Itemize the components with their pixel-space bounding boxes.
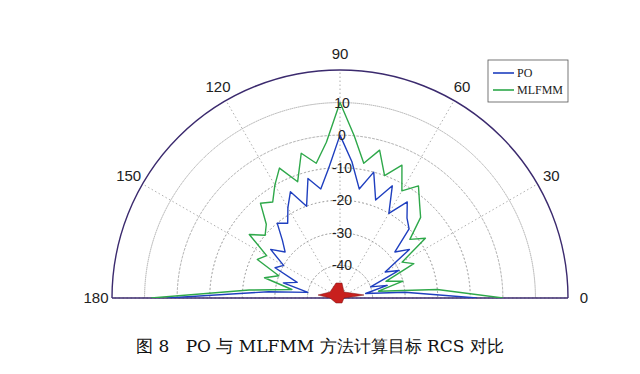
angle-tick-label: 120 (205, 78, 230, 95)
angle-tick-label: 150 (116, 167, 141, 184)
polar-plot: -40 -30 -20 -10 0 10 0 30 60 90 120 150 180 (83, 45, 588, 306)
radial-tick-label: -20 (332, 192, 352, 208)
grid-ring (210, 168, 471, 298)
grid-spoke (340, 101, 454, 298)
angle-tick-label: 60 (454, 78, 471, 95)
angle-tick-label: 180 (83, 289, 108, 306)
angle-tick-label: 0 (580, 289, 588, 306)
series-line (167, 135, 476, 298)
legend: PO MLFMM (488, 60, 568, 102)
series-group (151, 103, 503, 298)
legend-swatch (493, 89, 514, 91)
target-icon (318, 283, 364, 303)
chart-title: 图 8 PO 与 MLFMM 方法计算目标 RCS 对比 (136, 336, 504, 356)
legend-box (488, 60, 568, 102)
series-line (151, 103, 503, 298)
grid-ring (145, 103, 536, 298)
radial-tick-label: -10 (332, 160, 352, 176)
legend-swatch (493, 72, 514, 74)
grid-spoke (226, 101, 340, 298)
angle-tick-label: 90 (332, 45, 349, 62)
chart: -40 -30 -20 -10 0 10 0 30 60 90 120 150 180 PO MLFMM 图 … (0, 0, 640, 374)
radial-tick-label: -30 (332, 225, 352, 241)
radial-tick-label: 0 (338, 127, 346, 143)
angle-tick-label: 30 (543, 167, 560, 184)
legend-label: MLFMM (517, 83, 563, 97)
grid-spoke (340, 184, 537, 298)
grid-spoke (143, 184, 340, 298)
radial-tick-label: -40 (332, 257, 352, 273)
radial-tick-label: 10 (334, 95, 350, 111)
legend-label: PO (517, 66, 533, 80)
outer-axis (112, 70, 568, 298)
